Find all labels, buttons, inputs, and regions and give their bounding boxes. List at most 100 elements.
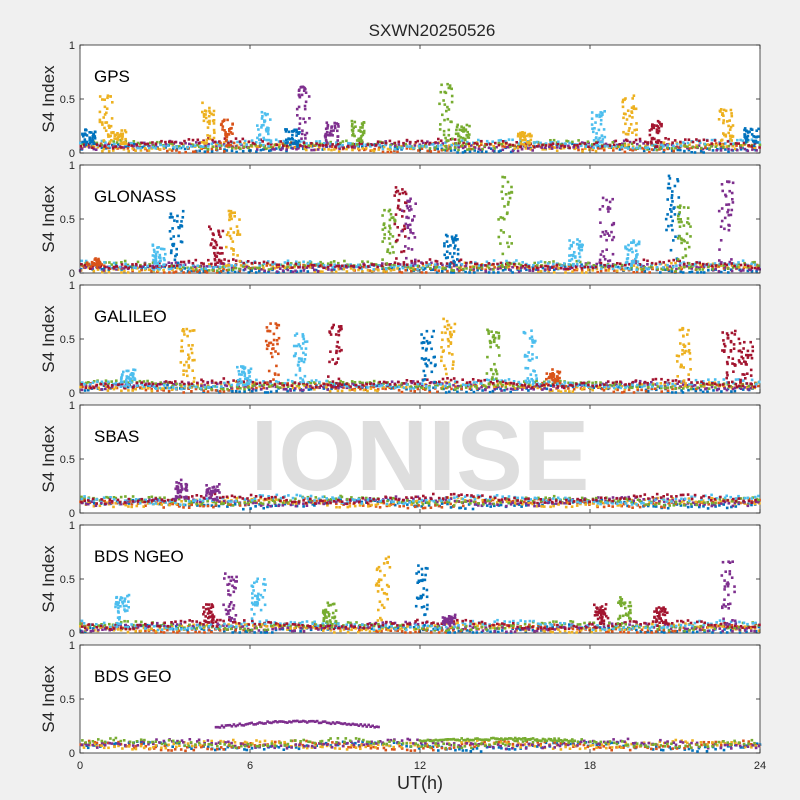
data-point [755,268,759,271]
data-point [104,379,108,382]
data-point [162,263,165,267]
data-point [727,384,731,388]
data-point [599,235,603,238]
data-point [600,134,604,138]
data-point [303,145,306,148]
data-point [301,129,304,132]
data-point [118,145,122,148]
data-point [753,135,757,139]
data-point [624,246,627,250]
data-point [339,141,342,145]
data-point [741,144,744,147]
data-point [737,266,741,269]
data-point [357,263,360,267]
data-point [627,129,631,133]
data-point [357,268,360,272]
data-point [393,144,397,147]
data-point [728,134,732,138]
data-point [681,256,685,259]
data-point [238,267,241,271]
data-point [353,389,357,392]
data-point [566,385,570,389]
data-point [190,269,193,273]
data-point [258,141,262,145]
data-point [525,386,528,389]
data-point [159,247,163,251]
data-point [688,143,691,147]
data-point [679,270,682,273]
data-point [757,266,760,270]
data-point [265,347,269,351]
data-point [495,387,498,390]
data-point [214,246,217,250]
data-point [110,117,114,120]
data-point [318,386,321,389]
data-point [711,382,714,385]
data-point [717,265,721,268]
data-point [455,263,458,267]
data-point [745,382,749,385]
data-point [113,266,116,269]
data-point [574,265,578,269]
data-point [612,390,616,394]
data-point [541,148,544,151]
data-point [164,146,167,149]
data-point [416,387,420,391]
data-point [120,129,123,132]
data-point [421,262,425,265]
data-point [204,116,208,120]
data-point [707,378,710,381]
data-point [435,260,439,263]
data-point [154,142,158,145]
data-point [531,383,535,386]
data-point [624,122,627,126]
data-point [701,147,705,151]
data-point [646,383,650,387]
data-point [440,148,444,152]
data-point [632,271,635,274]
data-point [122,141,125,144]
data-point [210,112,213,116]
data-point [366,389,369,393]
data-point [278,143,281,146]
data-point [185,369,188,373]
data-point [426,140,429,143]
data-point [327,148,330,151]
data-point [720,219,724,223]
data-point [593,266,596,269]
data-point [524,381,527,385]
data-point [330,268,334,272]
data-point [154,147,157,150]
data-point [733,386,737,390]
data-point [81,142,84,146]
data-point [535,383,539,386]
data-point [599,264,602,267]
data-point [603,110,606,113]
data-point [621,98,625,102]
data-point [232,379,235,382]
data-point [215,145,218,148]
data-point [125,380,128,384]
data-point [79,145,83,148]
data-point [337,267,341,271]
data-point [219,144,223,147]
data-point [544,264,548,268]
chart-title: SXWN20250526 [369,21,496,40]
data-point [522,135,526,138]
data-point [369,382,372,385]
data-point [330,148,333,152]
data-point [144,388,148,392]
data-point [729,213,733,217]
data-point [750,262,753,266]
data-point [353,381,357,384]
data-point [146,142,149,146]
data-point [298,367,302,370]
data-point [130,381,133,384]
data-point [453,236,457,239]
data-point [456,267,459,271]
data-point [341,264,344,268]
data-point [80,383,83,386]
data-point [267,268,271,271]
data-point [505,259,508,263]
